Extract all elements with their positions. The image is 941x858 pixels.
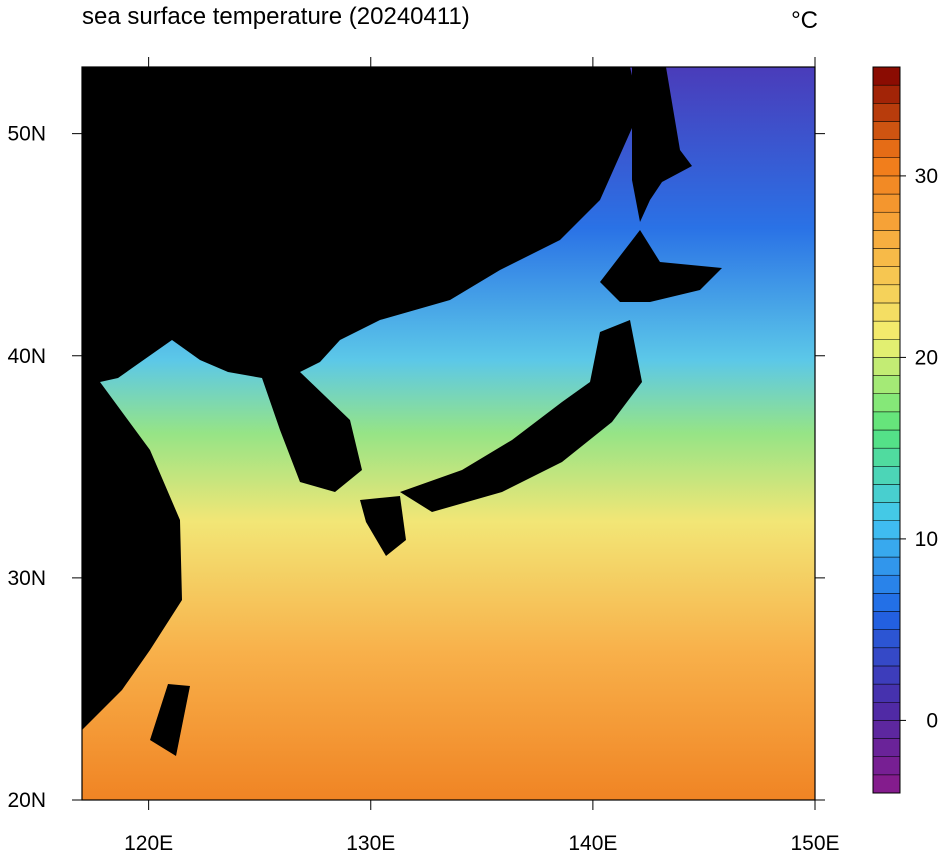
x-tick-label: 140E [568,832,617,855]
colorbar-level [872,103,901,122]
colorbar-tick-label: 20 [915,346,938,369]
colorbar-level [872,538,901,558]
colorbar-frame [872,66,901,794]
colorbar-level [872,357,901,376]
colorbar-level [872,429,901,449]
map-title: sea surface temperature (20240411) [82,3,470,30]
colorbar-level [872,339,901,358]
colorbar-level [872,574,901,594]
x-tick-label: 150E [790,832,839,855]
colorbar-level [872,593,901,612]
colorbar-level [872,248,901,267]
colorbar-level [872,393,901,413]
colorbar-level [872,502,901,522]
colorbar-level [872,665,901,685]
colorbar-level [872,484,901,503]
colorbar-level [872,121,901,140]
colorbar-level [872,520,901,540]
colorbar-level [872,702,901,721]
y-tick-label: 50N [7,123,46,146]
colorbar-level [872,774,901,794]
colorbar-level [872,647,901,667]
sakhalin [632,67,692,222]
mainland [82,67,640,730]
colorbar-level [872,611,901,630]
colorbar-level [872,139,901,159]
colorbar-level [872,756,901,776]
x-tick-label: 120E [124,832,173,855]
colorbar-level [872,284,901,304]
colorbar-level [872,375,901,394]
colorbar-level [872,466,901,485]
hokkaido [600,230,722,302]
colorbar-level [872,302,901,322]
colorbar-level [872,447,901,467]
colorbar: 0 10 20 30 [872,66,938,794]
colorbar-level [872,175,901,195]
colorbar-tick-label: 10 [915,528,938,551]
colorbar-level [872,266,901,286]
unit-label: °C [791,7,818,34]
honshu [400,320,642,512]
colorbar-level [872,211,901,231]
taiwan [150,684,190,756]
y-tick-label: 30N [7,567,46,590]
colorbar-level [872,230,901,249]
colorbar-level [872,411,901,431]
colorbar-tick-label: 0 [926,709,938,732]
colorbar-level [872,157,901,177]
colorbar-level [872,629,901,649]
colorbar-level [872,556,901,576]
colorbar-level [872,683,901,703]
y-tick-label: 20N [7,789,46,812]
colorbar-level [872,193,901,213]
axes: 120E 130E 140E 150E 20N 30N 40N 50N [7,57,840,855]
colorbar-tick-label: 30 [915,165,938,188]
land [82,67,722,756]
y-tick-label: 40N [7,345,46,368]
colorbar-level [872,720,901,739]
colorbar-level [872,320,901,340]
colorbar-level [872,738,901,757]
colorbar-level [872,66,901,86]
x-tick-label: 130E [346,832,395,855]
colorbar-level [872,84,901,104]
map-area [82,67,815,800]
map-frame [81,66,816,801]
kyushu [360,496,406,556]
